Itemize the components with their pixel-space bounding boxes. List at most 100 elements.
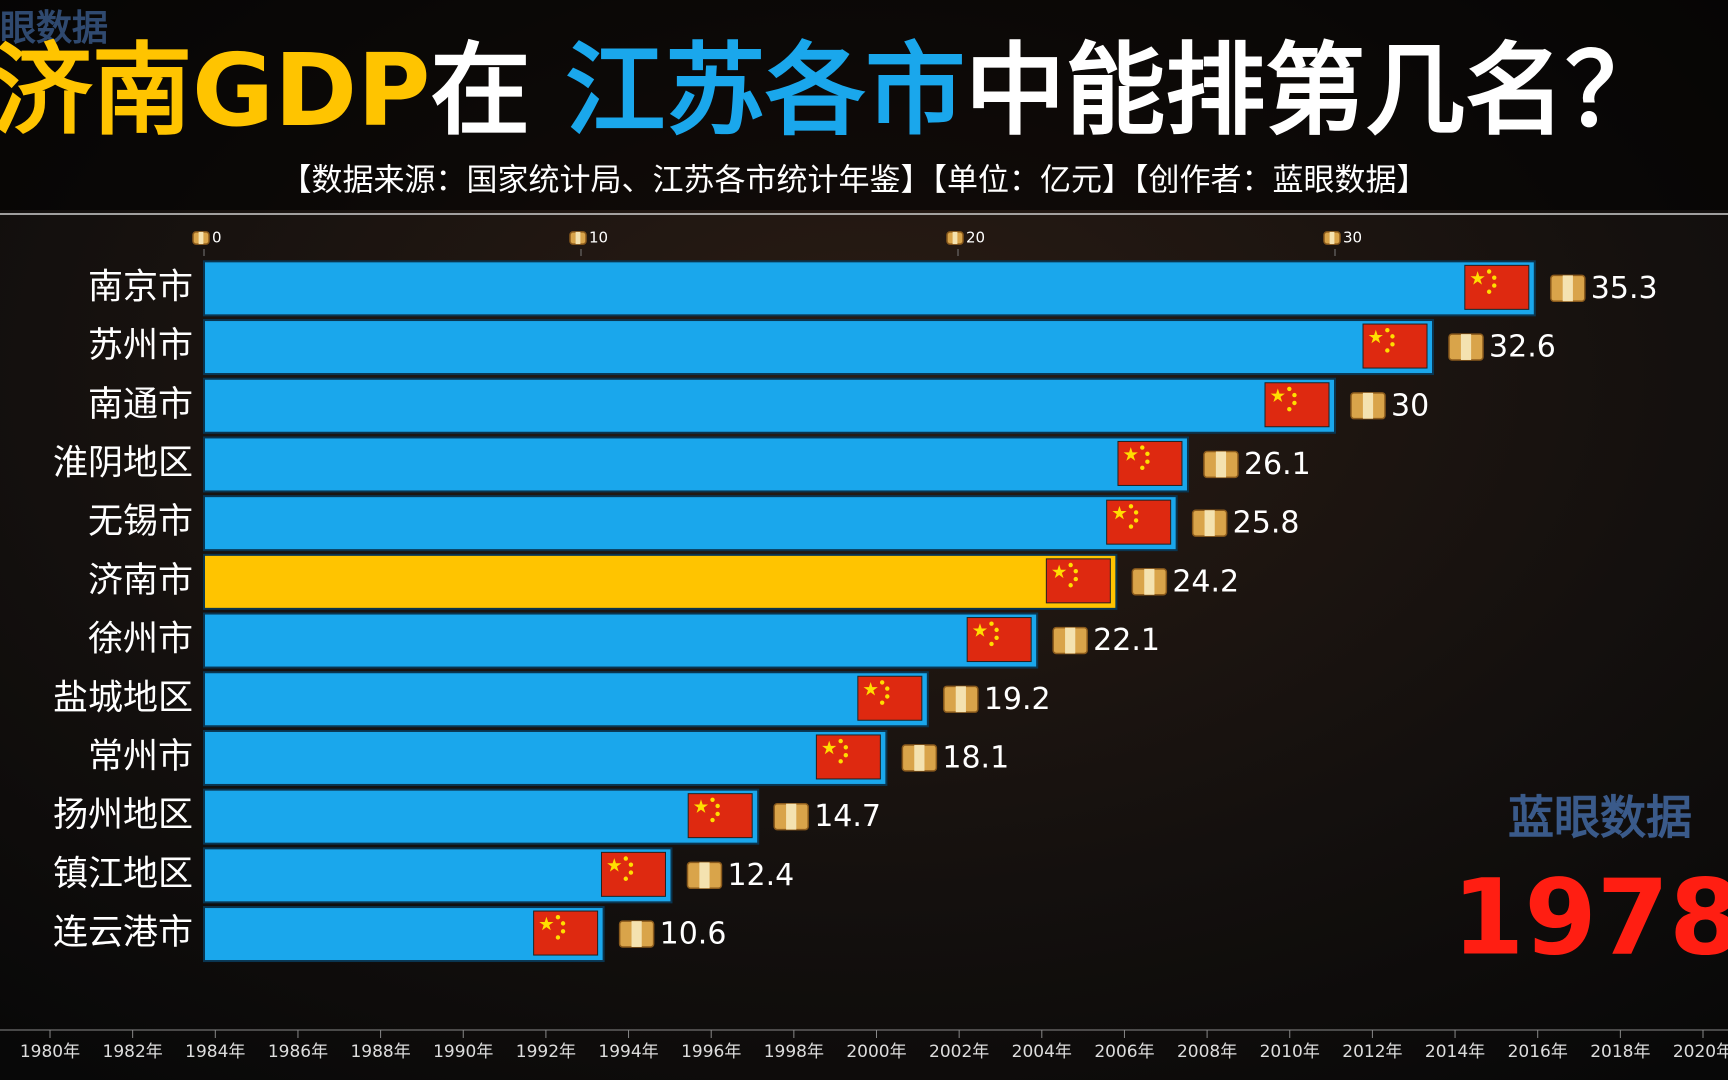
money-icon-band [786,803,797,830]
title-part: 江苏各市 [565,32,965,149]
money-icon-band [1065,627,1076,654]
bar [203,553,1118,610]
flag-star-small [989,621,994,626]
category-label: 济南市 [88,561,193,601]
timeline-label: 1994年 [598,1042,658,1062]
flag-star-small [885,694,890,699]
money-icon-band [699,862,710,889]
title-part: 济南GDP [0,32,430,149]
x-tick-label: 0 [212,229,222,247]
bar [203,788,760,845]
money-icon-band [955,686,966,713]
flag-star-small [623,876,628,881]
flag-star-small [1128,524,1134,529]
money-icon-band [1204,510,1215,537]
flag-star-small [1133,518,1139,523]
flag-star [1052,564,1067,579]
timeline-label: 2000年 [846,1042,906,1062]
value-label: 35.3 [1591,271,1658,306]
bar [203,612,1039,669]
flag-star-small [710,817,715,823]
money-icon-band [914,745,925,771]
flag-star-small [1073,576,1078,582]
flag-star [972,623,988,637]
bar [203,671,929,728]
flag-star-small [1287,386,1292,392]
flag [1045,558,1111,604]
flag-star [693,799,709,813]
flag-star-small [1133,510,1139,515]
flag-star-small [1390,334,1395,339]
category-label: 淮阴地区 [53,443,193,483]
flag-star [1470,271,1485,285]
flag-star-small [1385,348,1390,353]
timeline-label: 2002年 [929,1042,989,1062]
value-label: 26.1 [1244,447,1311,482]
flag-star-small [628,862,634,867]
category-label: 南京市 [88,267,193,307]
timeline-label: 2010年 [1260,1042,1320,1062]
money-icon-band [1144,568,1155,595]
flag-star-small [1292,400,1297,406]
subtitle: 【数据来源：国家统计局、江苏各市统计年鉴】【单位：亿元】【创作者：蓝眼数据】 [281,163,1428,199]
flag [533,910,599,956]
flag [1362,323,1428,369]
money-icon-band [1562,275,1573,302]
flag-star [539,916,554,931]
category-label: 南通市 [88,385,193,425]
flag-star-small [1140,445,1145,450]
timeline-label: 2014年 [1425,1042,1485,1062]
current-year: 1978年 [1452,856,1728,978]
flag-star [822,740,837,755]
value-label: 18.1 [942,740,1009,775]
flag [1117,440,1183,486]
bar [203,260,1536,317]
flag-star [1112,505,1127,520]
value-label: 22.1 [1093,623,1160,658]
flag-star-small [1486,289,1492,294]
money-icon-band [1329,231,1335,245]
timeline-label: 2006年 [1094,1042,1154,1062]
flag [1264,382,1330,428]
timeline-label: 1984年 [185,1042,245,1062]
bar [203,847,673,904]
flag-star-small [879,700,885,705]
category-label: 苏州市 [88,326,193,366]
bar [203,495,1178,552]
title-part: 中能排第几名？ [965,32,1665,149]
bar [203,436,1189,493]
value-label: 12.4 [727,858,794,893]
flag-star-small [989,641,994,647]
flag [857,675,923,721]
value-label: 10.6 [660,917,727,952]
flag-star-small [843,752,849,758]
flag-star-small [1145,459,1150,464]
flag-star-small [1068,583,1073,588]
category-label: 常州市 [88,737,193,777]
flag-star-small [555,915,561,920]
money-icon-band [575,231,581,245]
flag-star-small [1292,392,1297,398]
flag-star-small [1068,562,1073,568]
value-label: 25.8 [1233,506,1300,541]
flag-star-small [715,803,720,809]
watermark: 蓝眼数据 [1508,791,1692,845]
flag-star [863,681,878,696]
flag-star-small [1073,568,1078,574]
flag-star-small [1385,328,1390,333]
flag-star-small [1486,269,1492,274]
value-label: 24.2 [1172,564,1239,599]
flag [600,851,666,897]
flag-star-small [838,759,843,764]
flag-star [1123,447,1138,461]
bar [203,377,1336,434]
timeline-label: 1980年 [20,1042,80,1062]
flag-star-small [994,627,999,633]
category-label: 镇江地区 [53,854,193,894]
timeline-label: 2018年 [1590,1042,1650,1062]
category-label: 徐州市 [88,620,193,660]
flag [1464,264,1530,310]
timeline-label: 1992年 [516,1042,576,1062]
x-tick-label: 10 [589,229,608,247]
